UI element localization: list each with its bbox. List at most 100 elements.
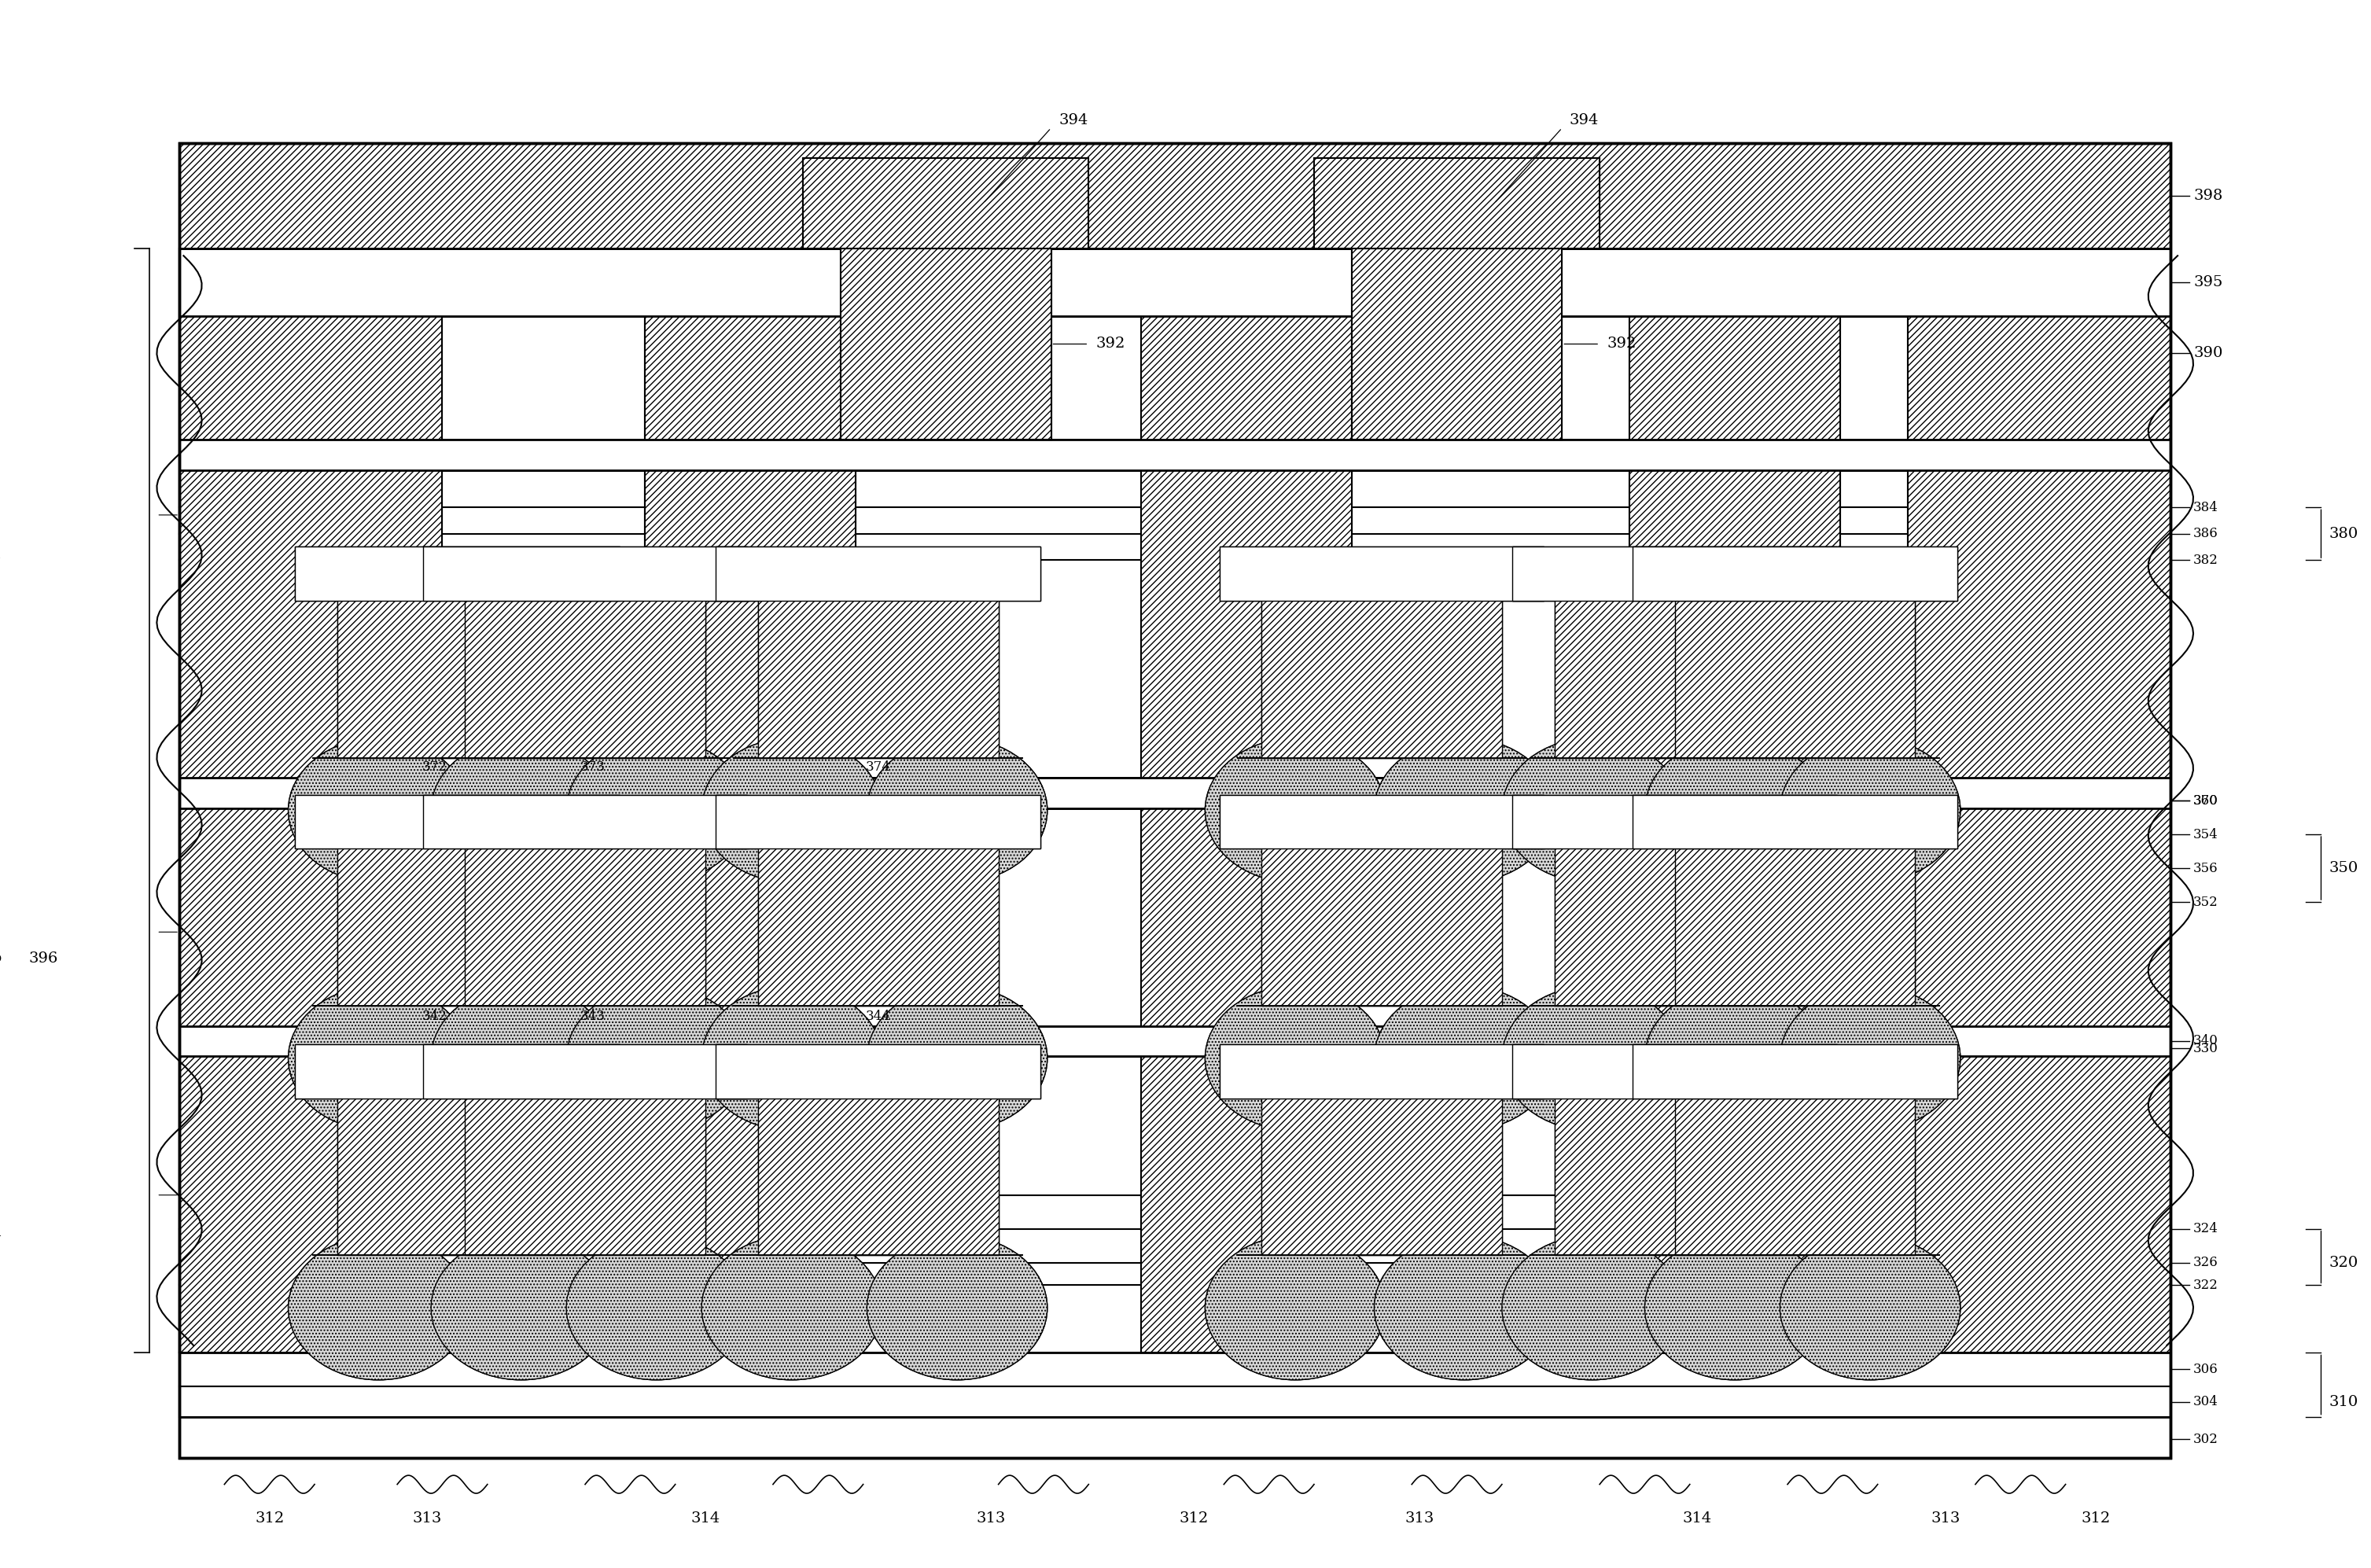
Bar: [1634, 1044, 1958, 1098]
Bar: [716, 1044, 1041, 1098]
Bar: [337, 596, 579, 757]
Bar: [1140, 248, 1351, 1353]
Ellipse shape: [567, 739, 747, 883]
Bar: [1351, 248, 1562, 441]
Bar: [716, 547, 1041, 601]
Bar: [180, 248, 443, 1353]
Text: 386: 386: [2193, 527, 2219, 541]
Ellipse shape: [868, 986, 1048, 1131]
Bar: [1219, 1044, 1544, 1098]
Bar: [645, 248, 856, 1353]
Ellipse shape: [1204, 1236, 1385, 1380]
Bar: [759, 1093, 998, 1254]
Bar: [1219, 795, 1544, 848]
Ellipse shape: [702, 986, 882, 1131]
Ellipse shape: [567, 739, 747, 883]
Ellipse shape: [702, 1236, 882, 1380]
Bar: [422, 1044, 747, 1098]
Ellipse shape: [289, 1236, 469, 1380]
Ellipse shape: [567, 986, 747, 1131]
Bar: [759, 844, 998, 1005]
Bar: [1219, 1044, 1544, 1098]
Text: 343: 343: [581, 1010, 605, 1022]
Bar: [716, 795, 1041, 848]
Bar: [1555, 1093, 1795, 1254]
Ellipse shape: [567, 1236, 747, 1380]
Text: 382: 382: [2193, 554, 2219, 566]
Bar: [294, 1044, 619, 1098]
Bar: [1674, 1093, 1916, 1254]
Ellipse shape: [432, 986, 612, 1131]
Ellipse shape: [1781, 739, 1961, 883]
Bar: [180, 778, 2169, 808]
Text: 360: 360: [2193, 793, 2219, 808]
Ellipse shape: [702, 1236, 882, 1380]
Bar: [1909, 248, 2172, 1353]
Bar: [180, 1025, 2169, 1055]
Bar: [842, 248, 1050, 441]
Ellipse shape: [1375, 739, 1555, 883]
Bar: [1261, 844, 1501, 1005]
Bar: [180, 248, 2169, 315]
Ellipse shape: [868, 739, 1048, 883]
Ellipse shape: [1781, 1236, 1961, 1380]
Bar: [1634, 1044, 1958, 1098]
Text: 340: 340: [2193, 1035, 2219, 1047]
Bar: [716, 795, 1041, 848]
Bar: [1261, 596, 1501, 757]
Text: 396: 396: [28, 952, 59, 966]
Text: 356: 356: [2193, 861, 2219, 875]
Text: 344: 344: [865, 1010, 891, 1022]
Ellipse shape: [432, 986, 612, 1131]
Bar: [465, 596, 704, 757]
Ellipse shape: [702, 739, 882, 883]
Bar: [465, 1093, 704, 1254]
Bar: [180, 143, 2172, 248]
Text: 374: 374: [865, 760, 891, 773]
Bar: [294, 1044, 619, 1098]
Ellipse shape: [1645, 986, 1826, 1131]
Bar: [1351, 248, 1562, 441]
Text: 322: 322: [2193, 1278, 2219, 1292]
Bar: [1634, 795, 1958, 848]
Bar: [294, 547, 619, 601]
Ellipse shape: [1375, 739, 1555, 883]
Bar: [180, 441, 2169, 470]
Ellipse shape: [1204, 739, 1385, 883]
Bar: [1909, 248, 2172, 1353]
Ellipse shape: [1645, 739, 1826, 883]
Bar: [465, 1093, 704, 1254]
Text: 372: 372: [422, 760, 448, 773]
Ellipse shape: [868, 1236, 1048, 1380]
Text: 304: 304: [2193, 1396, 2219, 1408]
Text: 313: 313: [977, 1512, 1005, 1526]
Text: 392: 392: [1095, 337, 1126, 351]
Bar: [804, 158, 1088, 248]
Bar: [180, 143, 2172, 1458]
Bar: [465, 844, 704, 1005]
Ellipse shape: [1375, 1236, 1555, 1380]
Bar: [337, 844, 579, 1005]
Bar: [1219, 547, 1544, 601]
Bar: [422, 1044, 747, 1098]
Bar: [1513, 795, 1838, 848]
Ellipse shape: [567, 1236, 747, 1380]
Bar: [1261, 1093, 1501, 1254]
Text: 302: 302: [2193, 1433, 2219, 1446]
Bar: [1674, 844, 1916, 1005]
Bar: [842, 248, 1050, 441]
Ellipse shape: [289, 739, 469, 883]
Bar: [337, 1093, 579, 1254]
Bar: [337, 1093, 579, 1254]
Ellipse shape: [1781, 986, 1961, 1131]
Ellipse shape: [289, 986, 469, 1131]
Bar: [1674, 844, 1916, 1005]
Bar: [1634, 547, 1958, 601]
Ellipse shape: [1645, 986, 1826, 1131]
Text: 313: 313: [413, 1512, 441, 1526]
Text: 312: 312: [2082, 1512, 2110, 1526]
Text: 324: 324: [2193, 1221, 2219, 1236]
Ellipse shape: [289, 739, 469, 883]
Bar: [1219, 547, 1544, 601]
Bar: [1314, 158, 1600, 248]
